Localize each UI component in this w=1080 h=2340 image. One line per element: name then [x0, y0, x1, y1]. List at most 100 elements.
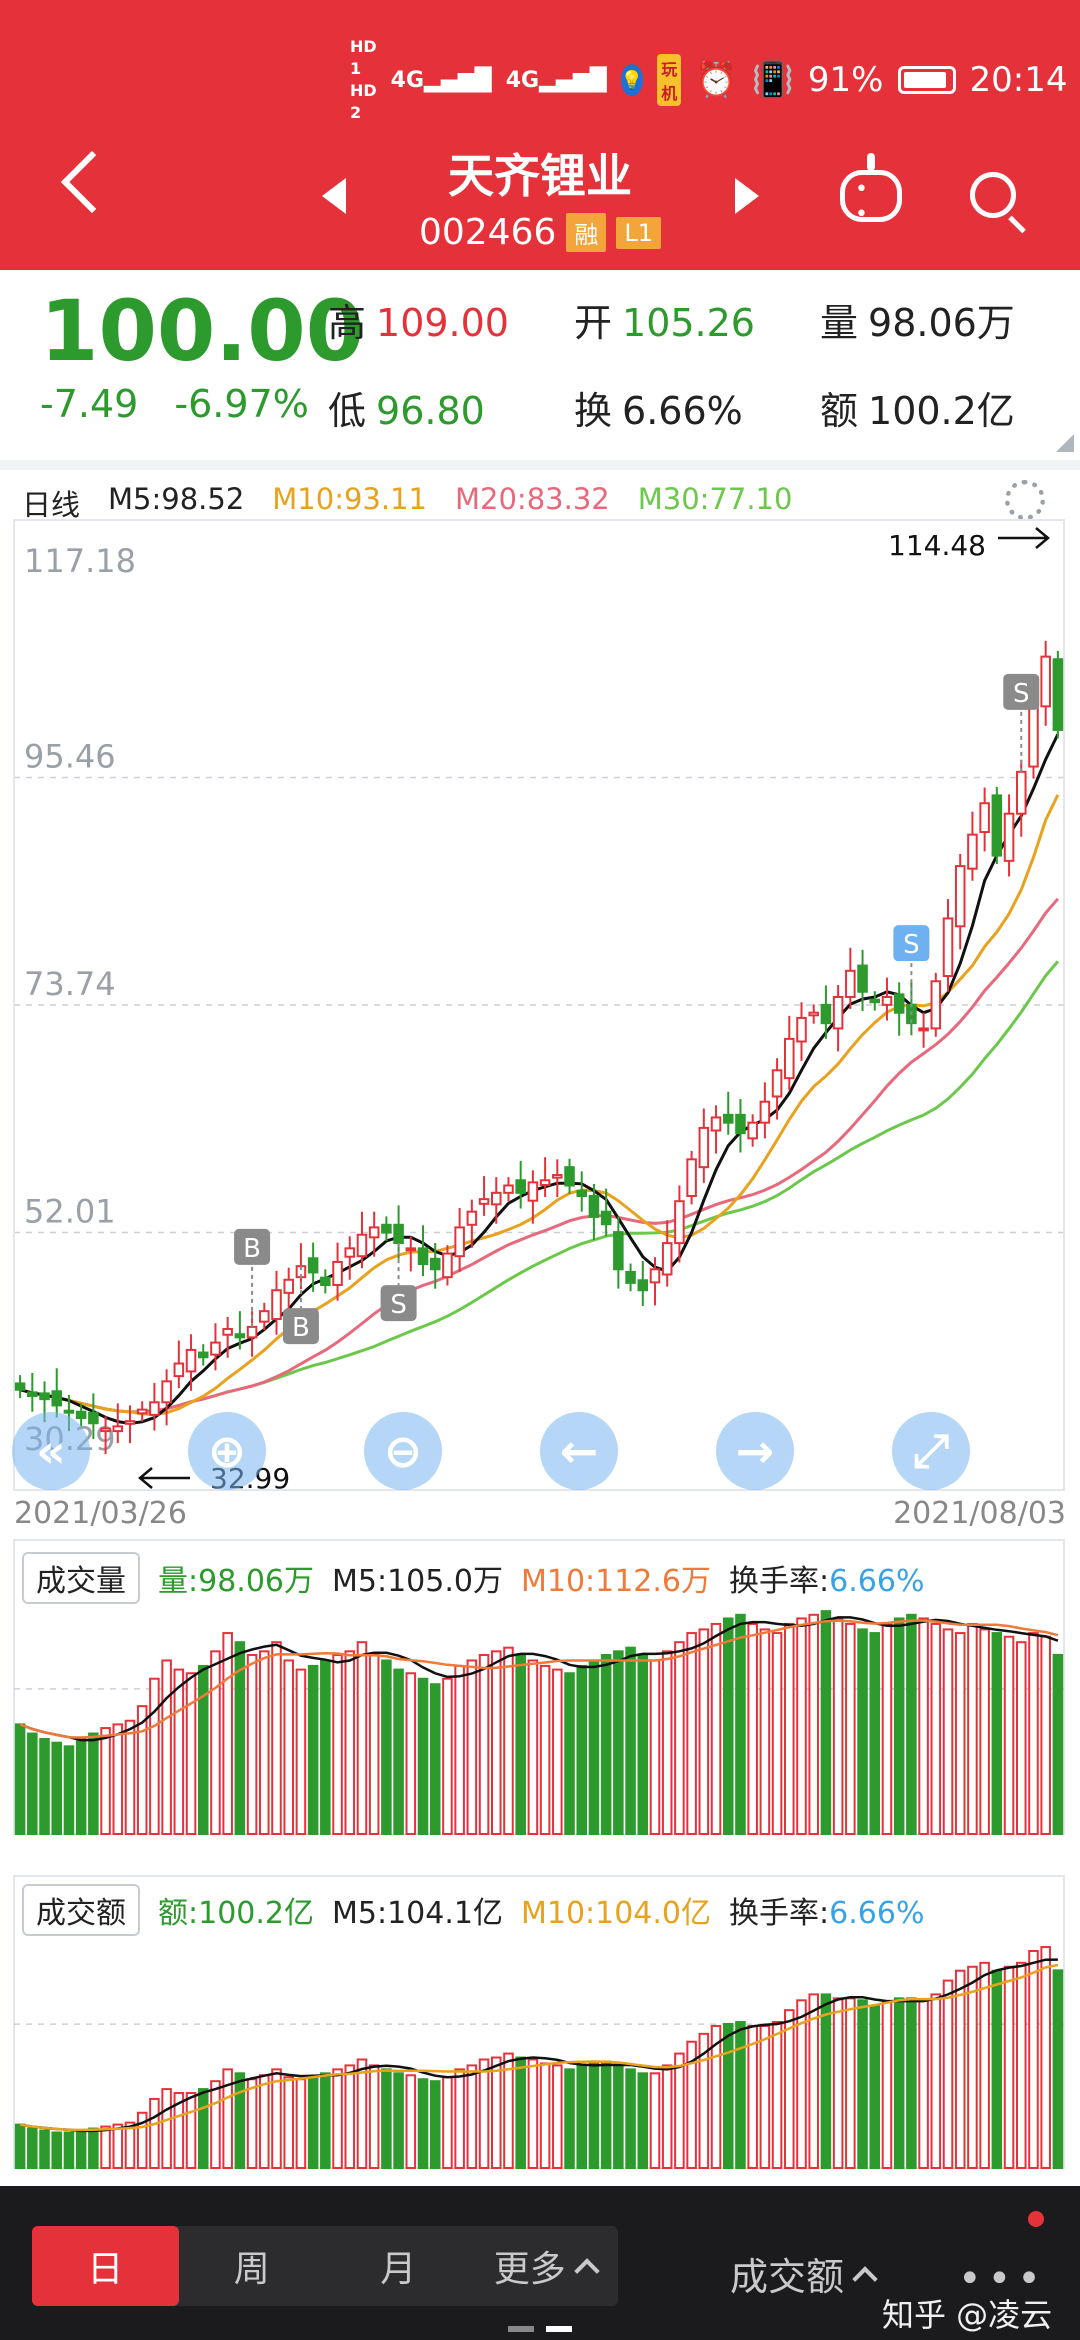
volume-indicator-button[interactable]: 成交量: [22, 1552, 140, 1604]
amount-bar: [710, 2024, 722, 2170]
volume-bar: [722, 1617, 734, 1836]
amount-bar: [747, 2024, 758, 2170]
volume-bar: [381, 1659, 392, 1836]
volume-bar: [503, 1646, 514, 1835]
amount-bar: [149, 2097, 160, 2170]
volume-ma10-line: [19, 1619, 1059, 1739]
volume-bar: [832, 1617, 844, 1836]
amount-bar: [845, 1997, 856, 2169]
collapse-left-icon[interactable]: «: [12, 1412, 90, 1490]
hd1-label: HD 1: [350, 37, 377, 78]
amount-bar: [51, 2131, 63, 2169]
candle-body: [393, 1223, 404, 1245]
candle-body: [869, 998, 881, 1004]
zoom-out-icon[interactable]: ⊖: [364, 1412, 442, 1490]
candle-body: [954, 865, 966, 928]
amount-bar: [552, 2064, 563, 2170]
volume-bar: [954, 1632, 966, 1835]
candle-body: [75, 1410, 87, 1420]
open-value: 105.26: [622, 301, 755, 345]
volume-bar: [637, 1653, 649, 1836]
candle-body: [27, 1391, 38, 1398]
amount-bar: [320, 2072, 331, 2170]
margin-tag: 融: [566, 213, 607, 252]
amount-bar: [466, 2064, 478, 2170]
indicator-selector[interactable]: 成交额: [730, 2246, 878, 2301]
candle-body: [344, 1247, 356, 1258]
candle-body: [930, 980, 942, 1030]
candle-body: [1015, 770, 1027, 815]
tab-day[interactable]: 日: [32, 2226, 179, 2306]
low-cell: 低 96.80: [328, 380, 485, 435]
signal-2-label: 4G: [505, 67, 540, 93]
candle-body: [527, 1181, 539, 1202]
volume-bar: [393, 1668, 404, 1835]
period-label[interactable]: 日线: [22, 488, 81, 522]
robot-assistant-icon[interactable]: [840, 153, 902, 227]
volume-bar: [222, 1632, 233, 1835]
amount-bar: [503, 2052, 514, 2169]
candle-body: [710, 1116, 722, 1132]
signal-icon: 4G▂▄▆█: [390, 67, 492, 93]
expand-corner-icon[interactable]: [1056, 434, 1074, 452]
vibrate-icon: 📳: [751, 60, 794, 100]
candle-body: [417, 1247, 429, 1266]
volume-bar: [588, 1659, 600, 1836]
search-icon[interactable]: [970, 172, 1016, 218]
more-options-icon[interactable]: •••: [958, 2256, 1047, 2302]
zoom-in-icon[interactable]: ⊕: [188, 1412, 266, 1490]
candle-body: [820, 1003, 832, 1025]
candle-body: [14, 1382, 26, 1391]
amount-bar: [356, 2058, 368, 2169]
pan-right-icon[interactable]: →: [716, 1412, 794, 1490]
tab-month[interactable]: 月: [380, 2249, 417, 2290]
volume-bar: [39, 1738, 50, 1836]
amount-bar: [979, 1961, 990, 2170]
candle-body: [405, 1247, 417, 1252]
pan-left-icon[interactable]: ←: [540, 1412, 618, 1490]
price-change: -7.49 -6.97%: [40, 382, 309, 426]
amount-bar: [930, 1993, 942, 2169]
amount-frame: [13, 1875, 1065, 2169]
current-price: 100.00: [40, 282, 365, 380]
tab-more[interactable]: 更多: [472, 2226, 619, 2306]
volume-bar: [686, 1632, 697, 1835]
annotations: 114.4832.99BBSSS: [138, 527, 1050, 1495]
volume-bar: [161, 1659, 172, 1836]
candle-body: [674, 1200, 685, 1245]
volume-bar: [234, 1641, 246, 1836]
tab-week[interactable]: 周: [233, 2249, 270, 2290]
period-tabs: 日 周 月 更多: [32, 2226, 618, 2306]
trade-marker-badge: [234, 1228, 271, 1265]
volume-bar: [63, 1745, 75, 1835]
amount-indicator-button[interactable]: 成交额: [22, 1884, 140, 1936]
volume-bar: [332, 1653, 343, 1836]
chart-grid: [13, 519, 1065, 1491]
amount-m5-label: M5:104.1亿: [332, 1896, 503, 1931]
volume-bar: [539, 1664, 551, 1836]
low-value: 96.80: [376, 389, 485, 433]
amount-bar: [588, 2062, 600, 2169]
candle-body: [942, 917, 954, 978]
stock-code-line: 002466 融 L1: [340, 212, 740, 253]
volume-ma5-line: [19, 1616, 1059, 1742]
next-stock-icon[interactable]: [735, 178, 759, 214]
section-divider: [0, 460, 1080, 470]
ma30-label: M30:77.10: [637, 482, 793, 516]
previous-stock-icon[interactable]: [322, 178, 346, 214]
amount-bar: [234, 2072, 246, 2170]
turnover-label: 换: [574, 389, 613, 433]
volume-bars: [13, 1539, 1065, 1836]
volume-bar: [796, 1617, 807, 1836]
fullscreen-icon[interactable]: ⤢: [892, 1412, 970, 1490]
candle-body: [515, 1179, 526, 1194]
candle-body: [857, 964, 868, 993]
volume-bar: [136, 1705, 148, 1835]
amount-bar: [381, 2068, 392, 2170]
low-label: 低: [328, 389, 367, 433]
gear-icon[interactable]: [1005, 480, 1045, 520]
candle-body: [197, 1351, 209, 1359]
amount-bar: [1040, 1946, 1051, 2169]
candle-body: [1052, 658, 1064, 731]
